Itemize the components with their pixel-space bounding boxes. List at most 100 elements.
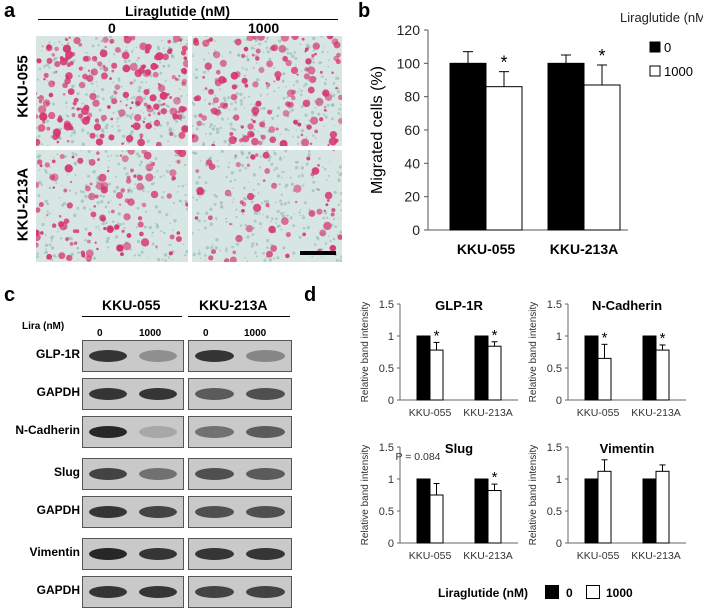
micrograph-pore [199,160,202,162]
micrograph-pore [51,44,54,46]
micrograph-pore [329,239,332,243]
micrograph-pore [53,156,55,159]
micrograph-pore [195,181,199,185]
migrated-cell [89,182,93,186]
migrated-cell [69,242,74,246]
micrograph-pore [311,176,314,179]
micrograph-pore [213,40,216,42]
micrograph-pore [79,150,82,151]
micrograph-pore [43,64,47,68]
micrograph-pore [289,52,293,56]
migrated-cell [59,57,68,66]
micrograph-pore [146,139,150,143]
migrated-cell [78,42,83,47]
migrated-cell [273,80,276,83]
migrated-cell [230,93,238,101]
micrograph-pore [108,211,111,214]
micrograph-pore [37,181,41,184]
micrograph-pore [244,223,247,227]
migrated-cell [176,231,181,235]
micrograph-pore [72,59,76,62]
micrograph-pore [46,210,49,213]
micrograph-pore [337,178,341,182]
protein-band [89,468,127,480]
migrated-cell [301,37,305,41]
y-tick-label: 120 [397,22,421,38]
migrated-cell [48,92,54,98]
micrograph-pore [219,249,221,252]
migrated-cell [268,225,276,234]
micrograph-pore [48,66,51,69]
micrograph-pore [109,96,113,100]
micrograph-pore [97,43,100,46]
micrograph-pore [117,222,120,225]
migrated-cell [140,238,150,247]
micrograph-pore [217,165,220,168]
micrograph-pore [162,64,166,68]
micrograph-pore [159,61,162,64]
micrograph-pore [194,75,199,80]
migrated-cell [129,81,133,85]
micrograph-pore [275,222,277,224]
micrograph-pore [225,247,228,250]
micrograph-pore [70,134,73,137]
micrograph-pore [278,86,280,89]
micrograph-pore [136,206,140,210]
micrograph-pore [261,140,264,143]
migrated-cell [210,108,213,112]
migrated-cell [73,241,78,245]
migrated-cell [82,55,89,62]
micrograph-pore [117,162,121,166]
micrograph-pore [86,174,90,178]
migrated-cell [153,103,160,110]
migrated-cell [167,39,172,44]
y-axis-label: Relative band intensity [360,302,371,403]
migrated-cell [64,164,73,173]
y-tick-label: 0 [412,222,420,238]
micrograph-pore [196,211,200,215]
micrograph-pore [50,240,53,242]
micrograph-pore [137,253,141,257]
micrograph-pore [76,91,80,96]
panel-a-row-kku055: KKU-055 [14,55,32,118]
migrated-cell [323,108,327,112]
migrated-cell [264,168,271,174]
migrated-cell [129,107,132,110]
migrated-cell [97,61,103,67]
micrograph-pore [239,99,243,103]
micrograph-pore [257,182,260,186]
bar [597,470,612,544]
blot-strip [188,378,292,410]
micrograph-pore [321,75,324,78]
micrograph-pore [275,166,279,170]
micrograph-pore [95,81,97,83]
migrated-cell [210,249,217,255]
migrated-cell [174,77,179,81]
migrated-cell [250,118,254,121]
micrograph-pore [280,202,283,206]
micrograph-pore [257,192,260,195]
micrograph-pore [186,94,188,97]
micrograph-pore [89,73,91,75]
micrograph-pore [274,217,278,221]
micrograph-pore [331,117,334,121]
micrograph-pore [49,236,53,240]
migrated-cell [56,140,60,144]
micrograph-pore [283,171,286,173]
migrated-cell [99,133,105,139]
migrated-cell [137,221,144,228]
micrograph-pore [179,94,183,98]
panel-c-line-kku055: KKU-055 [102,297,161,313]
migrated-cell [252,36,258,40]
blot-label: GAPDH [36,583,80,597]
micrograph-pore [129,189,134,193]
migrated-cell [307,66,316,75]
blot-label: GLP-1R [35,347,80,361]
micrograph-pore [337,87,340,90]
micrograph-pore [230,171,234,175]
micrograph-pore [213,141,216,144]
micrograph-pore [148,225,153,230]
micrograph-pore [255,255,258,258]
migrated-cell [151,161,156,166]
migrated-cell [123,213,131,221]
